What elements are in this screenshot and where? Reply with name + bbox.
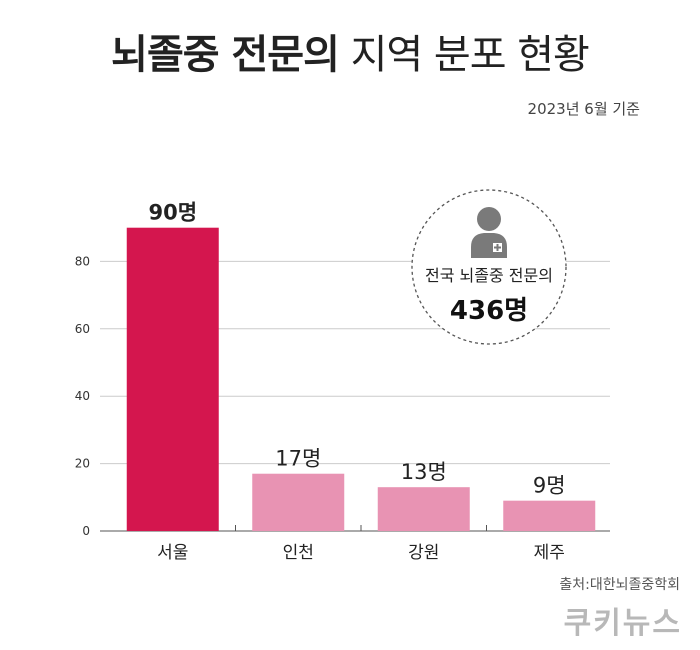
title-bold: 뇌졸중 전문의 (111, 32, 340, 78)
y-tick-label: 0 (82, 524, 90, 538)
badge-circle (411, 189, 567, 345)
data-label: 13명 (401, 460, 447, 484)
x-tick-label: 인천 (283, 543, 314, 563)
doctor-icon (471, 207, 507, 258)
badge-value: 436명 (449, 296, 529, 326)
bar (503, 500, 596, 531)
bar (377, 487, 470, 531)
page-title: 뇌졸중 전문의 지역 분포 현황 (0, 22, 700, 80)
y-axis-ticks: 0 20 40 60 80 (75, 254, 90, 538)
brand-logo: 쿠키뉴스 (563, 606, 682, 641)
bars (126, 227, 596, 531)
bar (126, 227, 219, 531)
subtitle: 2023년 6월 기준 (527, 100, 640, 118)
title-light: 지역 분포 현황 (350, 32, 590, 78)
summary-badge (411, 189, 567, 345)
bar (252, 473, 345, 531)
x-tick-label: 제주 (534, 543, 565, 563)
y-tick-label: 80 (75, 254, 90, 268)
data-labels: 90명 17명 13명 9명 (148, 201, 565, 498)
y-tick-label: 20 (75, 457, 90, 471)
data-label: 17명 (275, 447, 321, 471)
x-axis-ticks: 서울 인천 강원 제주 (157, 525, 565, 563)
badge-label: 전국 뇌졸중 전문의 (425, 266, 553, 285)
data-label: 9명 (533, 474, 566, 498)
x-tick-label: 서울 (157, 543, 188, 563)
y-tick-label: 40 (75, 389, 90, 403)
data-label: 90명 (148, 201, 197, 225)
x-tick-label: 강원 (408, 543, 439, 563)
y-tick-label: 60 (75, 322, 90, 336)
source-note: 출처:대한뇌졸중학회 (559, 577, 680, 593)
